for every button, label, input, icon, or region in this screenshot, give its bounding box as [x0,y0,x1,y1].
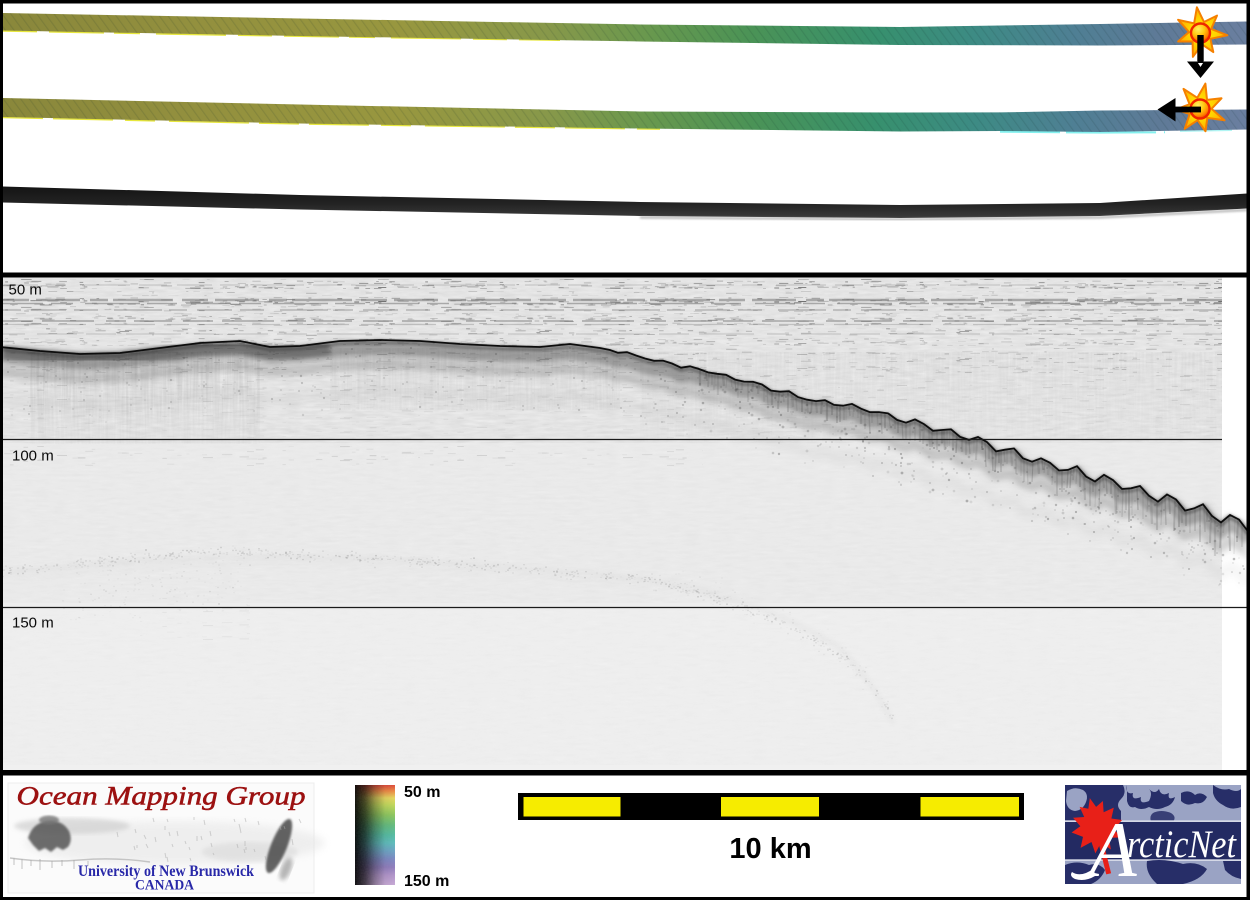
svg-text:CANADA: CANADA [135,878,194,894]
svg-text:150 m: 150 m [404,873,449,890]
svg-text:100 m: 100 m [12,448,54,465]
svg-text:Ocean Mapping Group: Ocean Mapping Group [17,781,306,811]
svg-text:150 m: 150 m [12,615,54,632]
svg-text:rcticNet: rcticNet [1127,823,1237,866]
svg-text:10 km: 10 km [729,833,811,865]
svg-text:50 m: 50 m [9,282,42,299]
svg-text:50 m: 50 m [404,784,440,801]
svg-text:University of New Brunswick: University of New Brunswick [78,863,254,880]
svg-text:A: A [1084,806,1137,893]
